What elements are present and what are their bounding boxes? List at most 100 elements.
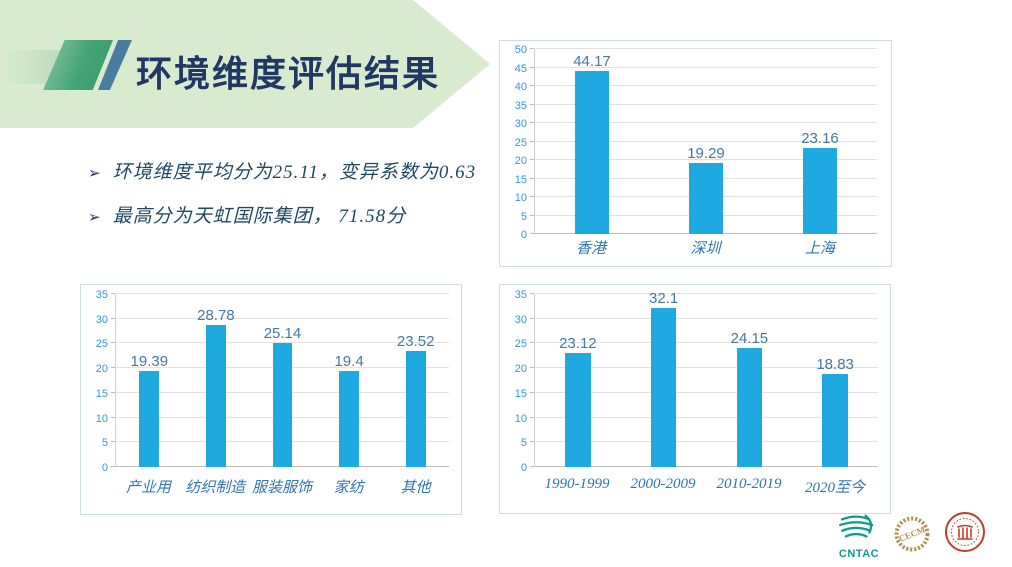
- bar-column: 23.12: [535, 294, 621, 467]
- y-tick-label: 20: [514, 155, 527, 167]
- arrow-bullet-icon: ➢: [88, 165, 101, 182]
- bar: [822, 373, 848, 467]
- category-label: 产业用: [125, 480, 171, 496]
- y-tick-label: 10: [95, 412, 108, 425]
- category-label: 2010-2019: [716, 476, 782, 492]
- gridline: [530, 159, 877, 160]
- bar-column: 23.52: [382, 294, 449, 467]
- category-label: 上海: [804, 240, 835, 257]
- bar-column: 32.1: [621, 290, 707, 467]
- y-tick-label: 25: [514, 136, 527, 149]
- y-axis: 0 5 10 15 20 25 30 35 40 45 50: [506, 44, 534, 241]
- x-axis-labels: 产业用 纺织制造 服装服饰 家纺 其他: [115, 467, 449, 507]
- y-tick-label: 15: [514, 387, 527, 400]
- cecm-logo: CECM: [894, 516, 930, 552]
- bar: [574, 70, 610, 234]
- bar-column: 18.83: [792, 294, 878, 467]
- bar: [139, 371, 160, 467]
- bar-value-label: 19.4: [334, 353, 364, 371]
- bar-value-label: 28.78: [197, 306, 235, 324]
- bar: [736, 347, 763, 467]
- bar: [205, 324, 226, 467]
- y-tick-label: 30: [95, 313, 108, 326]
- y-tick-label: 30: [514, 313, 527, 326]
- cecm-label: CECM: [897, 524, 927, 544]
- y-tick-label: 35: [95, 289, 108, 301]
- category-label: 服装服饰: [251, 480, 312, 496]
- bar-value-label: 24.15: [730, 329, 769, 347]
- bullet-item: ➢ 最高分为天虹国际集团， 71.58分: [88, 201, 476, 228]
- y-tick-label: 40: [514, 81, 527, 93]
- category-label: 1990-1999: [544, 476, 610, 492]
- category-label: 2000-2009: [630, 476, 696, 492]
- university-seal-logo: [944, 511, 986, 553]
- y-tick-label: 15: [514, 173, 527, 186]
- gridline: [530, 317, 878, 319]
- cntac-label: CNTAC: [838, 548, 880, 560]
- bar-value-label: 19.39: [130, 353, 169, 371]
- bar: [405, 350, 426, 467]
- chart-score-by-period: 0 5 10 15 20 25 30 35 23.12 32.1 24.15 18.83 1990-…: [499, 284, 891, 514]
- bar: [688, 162, 724, 234]
- footer-logos: CNTAC CECM: [838, 511, 1008, 561]
- y-tick-label: 45: [514, 62, 527, 75]
- y-tick-label: 5: [520, 437, 527, 450]
- bar-value-label: 23.12: [559, 334, 597, 352]
- y-tick-label: 0: [101, 462, 108, 474]
- page-title: 环境维度评估结果: [136, 53, 441, 94]
- gridline: [530, 391, 878, 393]
- bar-value-label: 32.1: [649, 290, 679, 308]
- bar: [272, 342, 293, 467]
- bar-column: 44.17: [535, 49, 649, 234]
- y-tick-label: 5: [520, 210, 527, 223]
- y-tick-label: 25: [95, 338, 108, 351]
- y-tick-label: 10: [514, 412, 527, 425]
- y-tick-label: 15: [95, 387, 108, 400]
- title-banner: 环境维度评估结果: [0, 0, 490, 128]
- category-label: 其他: [400, 480, 431, 496]
- gridline: [530, 66, 877, 68]
- y-tick-label: 25: [514, 338, 527, 351]
- gridline: [530, 48, 877, 49]
- bar-column: 23.16: [763, 49, 877, 234]
- category-label: 家纺: [333, 480, 364, 496]
- bar-column: 19.29: [649, 49, 763, 234]
- y-tick-label: 0: [520, 229, 527, 241]
- bullet-list: ➢ 环境维度平均分为25.11，变异系数为0.63 ➢ 最高分为天虹国际集团， …: [88, 157, 476, 245]
- gridline: [530, 85, 877, 86]
- x-axis-labels: 香港 深圳 上海: [534, 234, 877, 260]
- y-tick-label: 50: [514, 44, 527, 56]
- y-tick-label: 10: [514, 192, 527, 204]
- bar: [565, 352, 591, 467]
- x-axis-labels: 1990-1999 2000-2009 2010-2019 2020至今: [534, 467, 878, 506]
- gridline: [530, 441, 878, 443]
- gridline: [111, 293, 449, 294]
- arrow-bullet-icon: ➢: [88, 209, 101, 226]
- y-tick-label: 0: [520, 462, 527, 474]
- bar-column: 25.14: [249, 294, 316, 467]
- bar-value-label: 19.29: [687, 144, 725, 162]
- bullet-text: 环境维度平均分为25.11，变异系数为0.63: [112, 162, 477, 183]
- gridline: [530, 342, 878, 344]
- y-tick-label: 30: [514, 118, 527, 130]
- cntac-logo: CNTAC: [838, 511, 880, 560]
- plot-area: 23.12 32.1 24.15 18.83: [530, 290, 878, 467]
- y-tick-label: 20: [95, 363, 108, 376]
- gridline: [530, 122, 877, 123]
- gridline: [530, 103, 877, 105]
- bar-value-label: 23.16: [801, 130, 839, 148]
- plot-area: 44.17 19.29 23.16: [530, 48, 877, 234]
- y-tick-label: 35: [514, 99, 527, 112]
- chart-score-by-city: 0 5 10 15 20 25 30 35 40 45 50 44.17 19.29 23.16 香港 深…: [499, 40, 892, 267]
- bar-column: 19.39: [116, 294, 183, 467]
- bar-column: 24.15: [707, 294, 793, 467]
- bar-value-label: 44.17: [573, 52, 611, 70]
- y-axis: 0 5 10 15 20 25 30 35: [506, 289, 534, 474]
- gridline: [530, 466, 878, 467]
- category-label: 2020至今: [804, 480, 865, 496]
- bar: [802, 148, 838, 234]
- gridline: [111, 317, 449, 319]
- bar-value-label: 18.83: [816, 355, 854, 373]
- bullet-item: ➢ 环境维度平均分为25.11，变异系数为0.63: [88, 157, 476, 184]
